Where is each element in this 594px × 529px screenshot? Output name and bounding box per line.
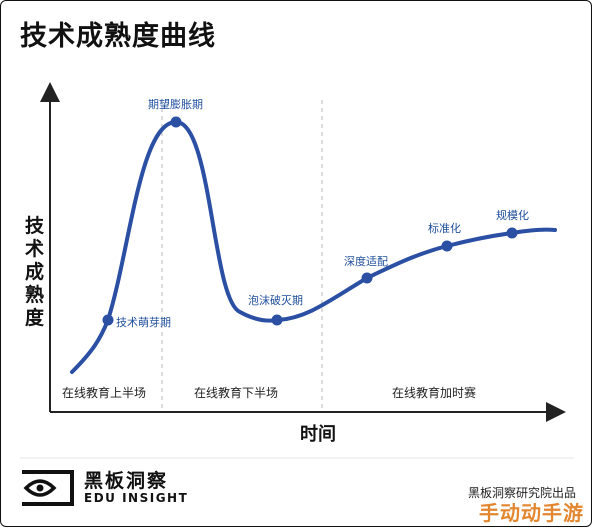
x-axis-label: 时间 (300, 424, 336, 445)
phase-label: 规模化 (496, 208, 529, 222)
brand-name-cn: 黑板洞察 (84, 469, 169, 492)
page-title: 技术成熟度曲线 (20, 21, 216, 52)
region-label: 在线教育上半场 (62, 385, 146, 400)
source-credit: 黑板洞察研究院出品 (467, 486, 576, 500)
brand: 黑板洞察 EDU INSIGHT (20, 468, 188, 508)
phase-point-standardization (441, 240, 453, 252)
phase-label: 技术萌芽期 (116, 315, 171, 329)
y-axis-label-char: 熟 (25, 283, 44, 306)
eye-logo-icon (22, 470, 74, 506)
hype-curve (70, 119, 557, 374)
phase-point-peak-expectations (170, 116, 182, 128)
watermark: 手动动手游 (479, 501, 584, 525)
y-axis-label-char: 技 (25, 214, 45, 237)
phase-point-trough (271, 314, 283, 326)
y-axis-label-char: 度 (25, 306, 45, 329)
phase-point-technology-trigger (102, 314, 114, 326)
phase-label: 泡沫破灭期 (248, 293, 303, 307)
y-axis-label-char: 成 (25, 260, 44, 283)
phase-point-scale (506, 227, 518, 239)
phase-label: 标准化 (428, 221, 461, 235)
phase-label: 期望膨胀期 (148, 97, 203, 111)
region-label: 在线教育下半场 (194, 385, 278, 400)
phase-point-deep-adaptation (361, 272, 373, 284)
brand-name-en: EDU INSIGHT (84, 490, 189, 505)
y-axis-label-char: 术 (25, 238, 44, 260)
region-label: 在线教育加时赛 (392, 385, 476, 400)
phase-label: 深度适配 (344, 254, 388, 268)
